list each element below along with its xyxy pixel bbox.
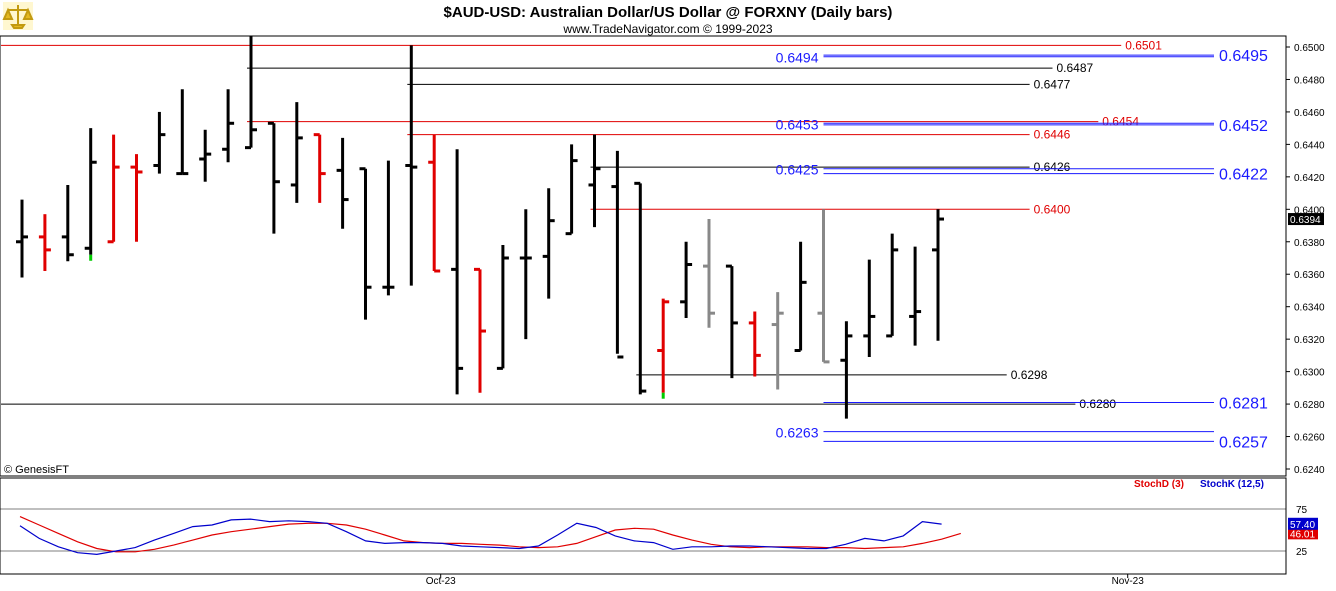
- last-price-label: 0.6394: [1290, 215, 1321, 226]
- stochastic-legend: StochD (3) StochK (12,5): [1134, 479, 1264, 490]
- y-tick-label: 0.6340: [1294, 303, 1325, 314]
- level-label: 0.6281: [1219, 395, 1268, 412]
- y-tick-label: 0.6320: [1294, 335, 1325, 346]
- stochastic-value-box: [1288, 527, 1318, 540]
- stochastic-legend-entry: StochD (3): [1134, 479, 1184, 490]
- stochastic-value-label: 46.01: [1290, 529, 1315, 540]
- stochastic-panel-frame: [0, 477, 1287, 575]
- gold-scales-logo-icon: [2, 2, 34, 30]
- stochastic-line: [19, 516, 961, 553]
- stochastic-lines: [19, 516, 961, 556]
- level-label: 0.6425: [776, 162, 819, 178]
- level-label: 0.6494: [776, 50, 819, 66]
- price-panel: 0.6501 0.6494 0.6495 0.6487 0.6477 0.6454 0.64…: [0, 35, 1325, 477]
- copyright-label: © GenesisFT: [4, 464, 69, 476]
- stochastic-y-label: 25: [1296, 547, 1308, 558]
- level-label: 0.6446: [1034, 128, 1071, 142]
- level-label: 0.6298: [1011, 368, 1048, 382]
- y-tick-label: 0.6440: [1294, 140, 1325, 151]
- level-label: 0.6501: [1125, 38, 1162, 52]
- y-tick-label: 0.6420: [1294, 173, 1325, 184]
- y-tick-label: 0.6500: [1294, 43, 1325, 54]
- y-tick-label: 0.6260: [1294, 433, 1325, 444]
- level-label: 0.6453: [776, 116, 819, 132]
- y-tick-label: 0.6360: [1294, 270, 1325, 281]
- stochastic-gridlines: [0, 508, 1286, 552]
- level-label: 0.6495: [1219, 48, 1268, 65]
- chart-subtitle: www.TradeNavigator.com © 1999-2023: [562, 22, 772, 36]
- x-tick-label: Oct-23: [426, 576, 456, 587]
- stochastic-line: [19, 518, 942, 556]
- level-label: 0.6426: [1034, 160, 1071, 174]
- level-label: 0.6257: [1219, 434, 1268, 451]
- y-tick-label: 0.6380: [1294, 238, 1325, 249]
- level-label: 0.6422: [1219, 167, 1268, 184]
- date-x-axis: Oct-23 Nov-23: [426, 574, 1145, 587]
- stochastic-value-box: [1288, 517, 1318, 530]
- level-label: 0.6477: [1034, 77, 1071, 91]
- chart-title: $AUD-USD: Australian Dollar/US Dollar @ …: [444, 4, 893, 21]
- level-label: 0.6454: [1102, 115, 1139, 129]
- price-level-lines: 0.6501 0.6494 0.6495 0.6487 0.6477 0.6454 0.64…: [1, 38, 1268, 451]
- level-label: 0.6452: [1219, 118, 1268, 135]
- stochastic-legend-entry: StochK (12,5): [1200, 479, 1264, 490]
- level-label: 0.6487: [1057, 61, 1094, 75]
- level-label: 0.6280: [1079, 397, 1116, 411]
- level-label: 0.6400: [1034, 202, 1071, 216]
- stochastic-value-label: 57.40: [1290, 520, 1315, 531]
- y-tick-label: 0.6300: [1294, 368, 1325, 379]
- y-tick-label: 0.6460: [1294, 108, 1325, 119]
- title-group: $AUD-USD: Australian Dollar/US Dollar @ …: [2, 2, 893, 36]
- y-tick-label: 0.6400: [1294, 205, 1325, 216]
- level-label: 0.6263: [776, 425, 819, 441]
- y-tick-label: 0.6480: [1294, 75, 1325, 86]
- y-tick-label: 0.6280: [1294, 400, 1325, 411]
- price-bars: [16, 35, 944, 419]
- x-tick-label: Nov-23: [1112, 576, 1145, 587]
- stochastic-y-label: 75: [1296, 505, 1308, 516]
- y-tick-label: 0.6240: [1294, 465, 1325, 476]
- price-y-axis: 0.65000.64800.64600.64400.64200.64000.63…: [1286, 43, 1325, 476]
- last-price-box: [1288, 213, 1324, 226]
- price-panel-frame: [0, 35, 1287, 477]
